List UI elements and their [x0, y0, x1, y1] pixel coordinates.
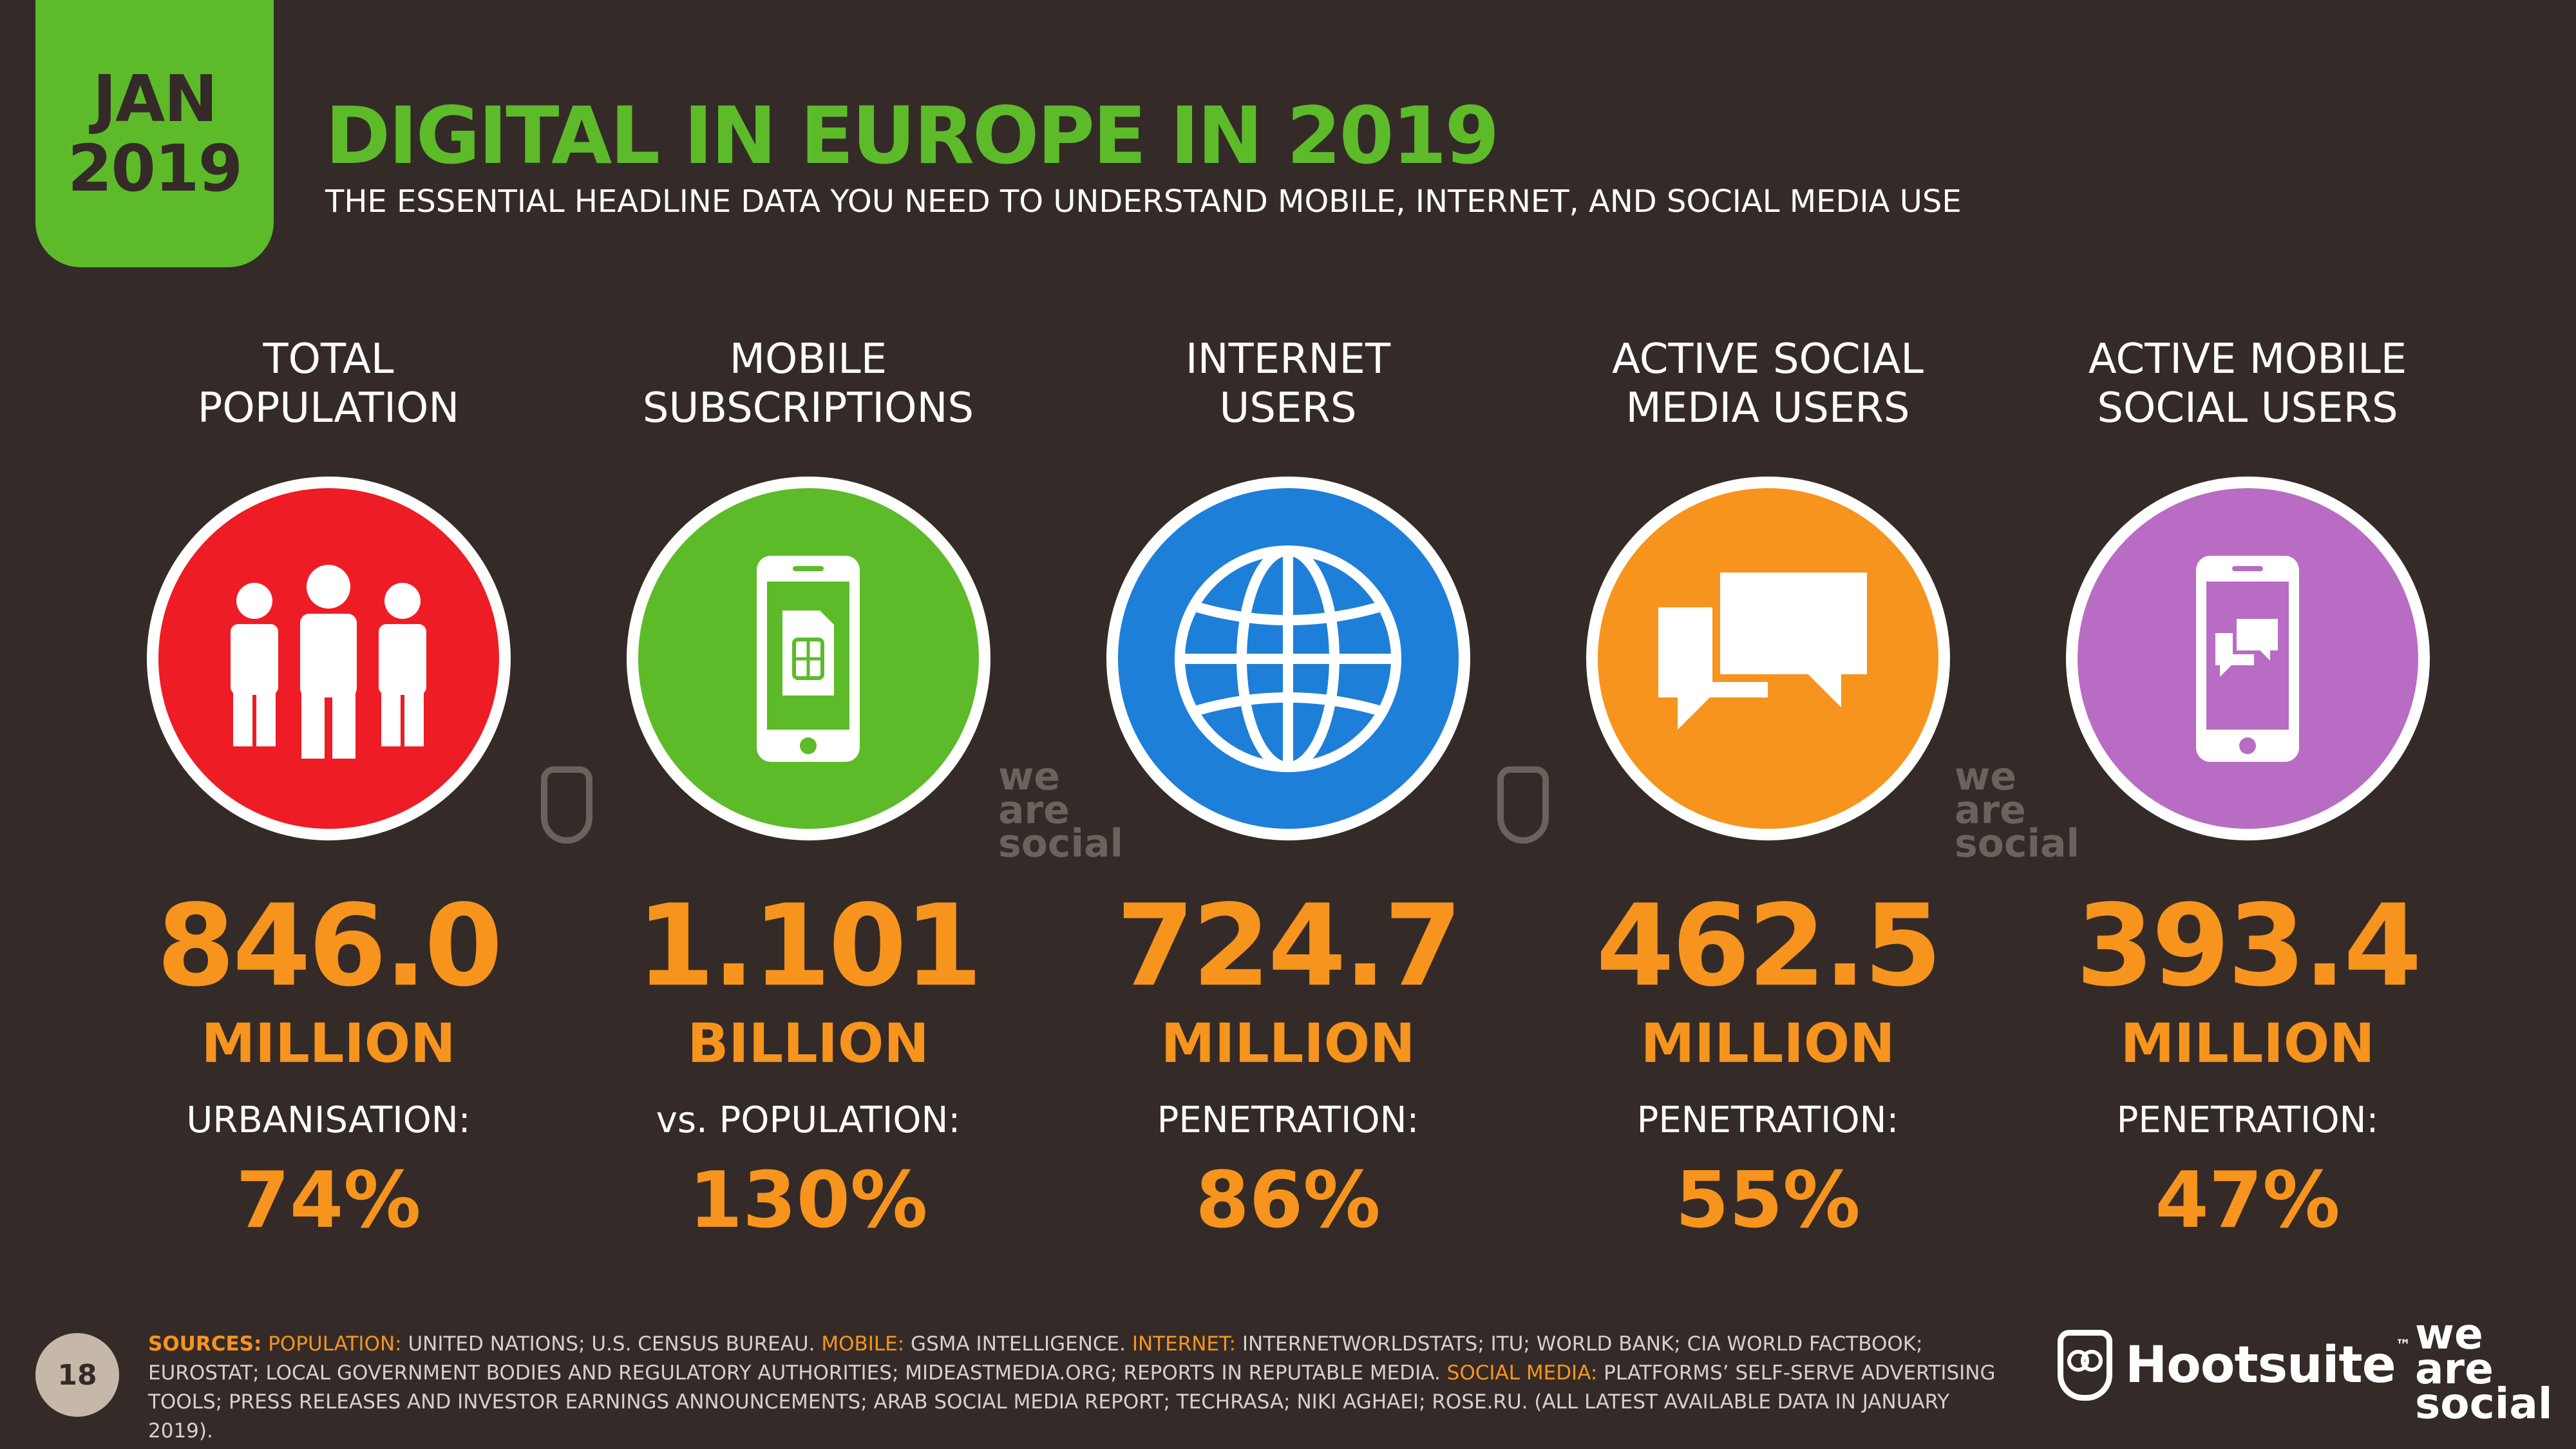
stat-percent: 47% — [2155, 1156, 2340, 1245]
stat-label: PENETRATION: — [1636, 1099, 1899, 1141]
stat-unit: MILLION — [1160, 1012, 1416, 1075]
sources-label: SOURCES: — [148, 1332, 262, 1356]
mobile-sources: GSMA INTELLIGENCE. — [911, 1332, 1126, 1356]
stat-heading-line1: MOBILE — [729, 336, 887, 383]
logo-are: are — [2415, 1344, 2494, 1394]
page-number: 18 — [35, 1333, 119, 1417]
watermark-social: social — [998, 821, 1124, 866]
stat-heading: MOBILE SUBSCRIPTIONS — [586, 335, 1030, 438]
stat-heading-line1: ACTIVE MOBILE — [2088, 336, 2407, 383]
trademark-symbol: ™ — [2395, 1336, 2411, 1354]
stat-percent: 130% — [688, 1156, 928, 1245]
stat-value: 724.7 — [1116, 881, 1463, 1012]
stat-percent: 86% — [1195, 1156, 1381, 1245]
watermark-are: are — [1955, 788, 2026, 833]
stat-label: PENETRATION: — [2116, 1099, 2379, 1141]
stat-unit: MILLION — [201, 1012, 456, 1075]
stat-heading-line2: USERS — [1219, 384, 1357, 432]
stat-active-social-media-users: ACTIVE SOCIAL MEDIA USERS 462.5 MILLION … — [1546, 335, 1990, 1246]
stat-heading: TOTAL POPULATION — [106, 335, 551, 438]
hootsuite-logo: Hootsuite™ — [2058, 1327, 2411, 1404]
stat-heading-line2: MEDIA USERS — [1625, 384, 1910, 432]
stat-label: vs. POPULATION: — [656, 1099, 961, 1141]
stat-value: 1.101 — [636, 881, 983, 1012]
stat-heading: ACTIVE SOCIAL MEDIA USERS — [1546, 335, 1990, 438]
page-title: DIGITAL IN EUROPE IN 2019 — [325, 90, 1499, 182]
stat-heading-line2: POPULATION — [197, 384, 460, 432]
internet-sources: INTERNETWORLDSTATS; ITU; WORLD BANK; CIA… — [148, 1332, 1923, 1385]
stat-heading: ACTIVE MOBILE SOCIAL USERS — [2025, 335, 2470, 438]
stat-unit: MILLION — [1640, 1012, 1895, 1075]
stat-active-mobile-social-users: ACTIVE MOBILE SOCIAL USERS 393.4 MILLION… — [2025, 335, 2470, 1246]
mobile-sim-icon — [626, 477, 990, 840]
we-are-social-watermark: we are social — [998, 754, 1124, 866]
stat-mobile-subscriptions: MOBILE SUBSCRIPTIONS 1.101 BILLION vs. P… — [586, 335, 1030, 1246]
stat-heading-line1: TOTAL — [263, 336, 394, 383]
stat-value: 846.0 — [156, 881, 503, 1012]
badge-year: 2019 — [67, 130, 243, 206]
stat-total-population: TOTAL POPULATION 846.0 MILLION URBANISAT… — [106, 335, 551, 1246]
hootsuite-owl-watermark-icon — [1497, 766, 1549, 844]
social-media-label: SOCIAL MEDIA: — [1446, 1361, 1598, 1385]
we-are-social-watermark: we are social — [1955, 754, 2080, 866]
mobile-label: MOBILE: — [821, 1332, 905, 1356]
watermark-social: social — [1955, 821, 2080, 866]
internet-label: INTERNET: — [1132, 1332, 1236, 1356]
stat-heading-line1: INTERNET — [1185, 336, 1391, 383]
stat-value: 393.4 — [2076, 881, 2422, 1012]
stat-label: PENETRATION: — [1157, 1099, 1419, 1141]
stat-internet-users: INTERNET USERS 724.7 MILLION PENETRATION… — [1066, 335, 1510, 1246]
stat-label: URBANISATION: — [186, 1099, 471, 1141]
people-icon — [146, 477, 511, 840]
mobile-chat-icon — [2065, 477, 2430, 840]
we-are-social-logo: we are social — [2415, 1309, 2553, 1428]
stat-percent: 74% — [236, 1156, 421, 1245]
stat-heading-line2: SUBSCRIPTIONS — [642, 384, 974, 432]
social-media-sources: PLATFORMS’ SELF-SERVE ADVERTISING TOOLS;… — [148, 1361, 1996, 1443]
stat-unit: BILLION — [687, 1012, 929, 1075]
hootsuite-wordmark: Hootsuite™ — [2125, 1336, 2411, 1394]
watermark-we: we — [1955, 754, 2017, 799]
hootsuite-name: Hootsuite — [2125, 1336, 2396, 1394]
stat-heading: INTERNET USERS — [1066, 335, 1510, 438]
chat-bubbles-icon — [1586, 477, 1950, 840]
stat-heading-line1: ACTIVE SOCIAL — [1612, 336, 1924, 383]
hootsuite-owl-watermark-icon — [541, 766, 592, 844]
page-subtitle: THE ESSENTIAL HEADLINE DATA YOU NEED TO … — [325, 184, 1962, 220]
watermark-are: are — [998, 788, 1070, 833]
sources-text: SOURCES: POPULATION: UNITED NATIONS; U.S… — [148, 1330, 2003, 1446]
badge-month: JAN — [92, 61, 218, 137]
logo-social: social — [2415, 1379, 2553, 1428]
stat-heading-line2: SOCIAL USERS — [2097, 384, 2398, 432]
hootsuite-owl-icon — [2058, 1330, 2112, 1401]
watermark-we: we — [998, 754, 1061, 799]
population-sources: UNITED NATIONS; U.S. CENSUS BUREAU. — [408, 1332, 815, 1356]
globe-icon — [1106, 477, 1470, 840]
population-label: POPULATION: — [268, 1332, 402, 1356]
logo-we: we — [2415, 1309, 2483, 1359]
date-badge: JAN 2019 — [35, 0, 274, 267]
stat-unit: MILLION — [2120, 1012, 2375, 1075]
stat-percent: 55% — [1675, 1156, 1861, 1245]
stat-value: 462.5 — [1596, 881, 1942, 1012]
